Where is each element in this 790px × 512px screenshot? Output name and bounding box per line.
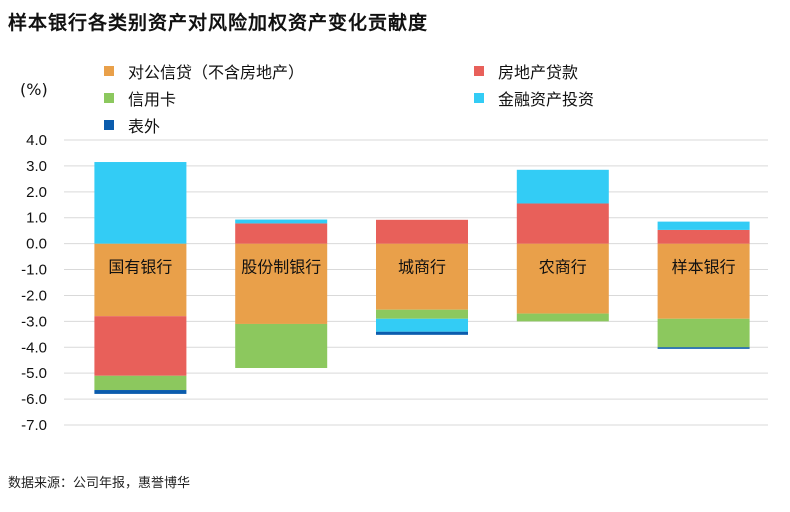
legend-swatch-corporate (104, 66, 114, 76)
legend-item-financial-assets: 金融资产投资 (474, 86, 594, 110)
category-label: 城商行 (398, 258, 446, 277)
bar-segment-credit_card (235, 323, 328, 368)
legend-swatch-real-estate (474, 66, 484, 76)
bar-segment-credit_card (376, 309, 468, 319)
legend-item-real-estate: 房地产贷款 (474, 59, 578, 83)
legend-item-off-balance: 表外 (104, 113, 160, 137)
source-note: 数据来源：公司年报，惠誉博华 (8, 476, 191, 491)
y-tick-label: -4.0 (21, 339, 47, 356)
category-label: 样本银行 (672, 258, 736, 277)
legend: 对公信贷（不含房地产） 房地产贷款 信用卡 金融资产投资 表外 (0, 0, 790, 140)
legend-item-credit-card: 信用卡 (104, 86, 176, 110)
legend-swatch-credit-card (104, 93, 114, 103)
bar-segment-real_estate (657, 229, 750, 244)
legend-label-real-estate: 房地产贷款 (498, 63, 579, 82)
category-label: 农商行 (539, 258, 587, 277)
bar-segment-corporate (657, 243, 750, 319)
chart-title: 样本银行各类别资产对风险加权资产变化贡献度 (8, 12, 429, 34)
bar-segment-real_estate (516, 203, 609, 244)
bar-segment-financial_assets (94, 162, 187, 244)
y-tick-label: -2.0 (21, 287, 47, 304)
bar-segment-real_estate (235, 223, 328, 244)
y-tick-label: 3.0 (26, 158, 47, 175)
bar-segment-financial_assets (657, 221, 750, 230)
bar-segment-credit_card (94, 375, 187, 391)
bar-segment-off_balance (94, 390, 187, 394)
bar-segment-financial_assets (516, 169, 609, 204)
legend-label-credit-card: 信用卡 (128, 90, 177, 109)
bar-segment-real_estate (94, 316, 187, 376)
y-tick-label: -6.0 (21, 391, 47, 408)
y-tick-label: -5.0 (21, 365, 47, 382)
bar-segment-credit_card (657, 318, 750, 348)
legend-label-off-balance: 表外 (128, 117, 161, 136)
y-tick-label: 4.0 (26, 132, 47, 149)
y-tick-label: -7.0 (21, 417, 47, 434)
bar-segment-off_balance (657, 347, 750, 349)
bar-segment-real_estate (376, 219, 468, 244)
bar-segment-financial_assets (235, 219, 328, 224)
bar-segment-off_balance (376, 331, 468, 335)
legend-label-financial-assets: 金融资产投资 (498, 90, 595, 109)
bar-segment-corporate (516, 243, 609, 314)
y-tick-label: -3.0 (21, 313, 47, 330)
y-tick-label: 1.0 (26, 210, 47, 227)
legend-item-corporate: 对公信贷（不含房地产） (104, 59, 304, 83)
y-unit-label: (%) (20, 80, 48, 99)
legend-swatch-off-balance (104, 120, 114, 130)
category-label: 国有银行 (108, 258, 172, 277)
bar-segment-credit_card (516, 313, 609, 322)
y-tick-label: 0.0 (26, 236, 47, 253)
bar-segment-corporate (94, 243, 187, 317)
legend-label-corporate: 对公信贷（不含房地产） (128, 63, 305, 82)
bar-segment-financial_assets (376, 318, 468, 332)
y-tick-label: 2.0 (26, 184, 47, 201)
y-tick-label: -1.0 (21, 262, 47, 279)
bar-segment-corporate (235, 243, 328, 324)
category-label: 股份制银行 (241, 258, 321, 277)
legend-swatch-financial-assets (474, 93, 484, 103)
bar-segment-corporate (376, 243, 468, 310)
